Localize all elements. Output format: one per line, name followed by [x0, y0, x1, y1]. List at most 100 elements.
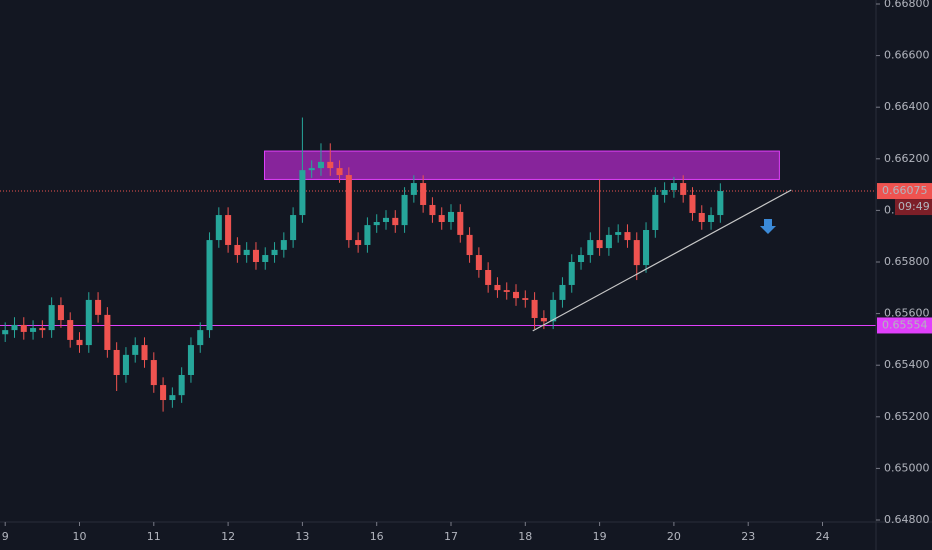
candle-body	[215, 215, 222, 241]
x-tick-label: 10	[73, 530, 87, 543]
candle-body	[67, 320, 74, 340]
candle-body	[512, 291, 520, 299]
candle-body	[187, 345, 194, 376]
candle-body	[429, 204, 436, 216]
candle-body	[141, 345, 148, 361]
candle-body	[457, 211, 464, 235]
y-tick-label: 0.65200	[884, 410, 930, 423]
candle-body	[494, 284, 501, 291]
candle-body	[466, 234, 473, 256]
candle-body	[503, 290, 510, 292]
candle-body	[382, 217, 390, 223]
candle-body	[643, 230, 650, 266]
y-tick-label: 0.65400	[884, 358, 930, 371]
candle-body	[624, 232, 631, 241]
candle-body	[661, 190, 668, 195]
support-price-label: 0.65554	[882, 318, 928, 331]
candle-body	[438, 215, 445, 223]
candle-body	[596, 240, 603, 249]
candle-body	[178, 375, 185, 396]
down-arrow-icon	[760, 219, 776, 234]
candle-body	[327, 161, 334, 169]
candle-body	[578, 255, 585, 262]
candle-body	[95, 299, 102, 315]
y-tick-label: 0.65600	[884, 307, 930, 320]
candle-body	[30, 328, 37, 332]
candle-body	[57, 305, 64, 321]
y-tick-label: 0.66400	[884, 100, 930, 113]
last-price-label: 0.66075	[882, 184, 928, 197]
x-tick-label: 24	[816, 530, 830, 543]
candle-body	[308, 168, 315, 171]
candle-body	[206, 240, 213, 331]
candle-body	[262, 255, 269, 262]
last-price-box	[877, 183, 932, 200]
candle-body	[392, 217, 399, 226]
trendline	[532, 189, 792, 332]
countdown-label: 09:49	[898, 200, 930, 213]
candle-body	[85, 299, 92, 346]
candle-body	[717, 191, 724, 216]
candle-body	[317, 161, 324, 169]
y-tick-label: 0.66600	[884, 49, 930, 62]
countdown-box	[895, 199, 932, 216]
candle-body	[355, 240, 362, 245]
candle-body	[280, 240, 287, 250]
candle-body	[234, 244, 241, 256]
x-tick-label: 12	[221, 530, 235, 543]
candle-body	[559, 284, 566, 300]
x-tick-label: 19	[593, 530, 607, 543]
candle-body	[587, 240, 594, 256]
candle-body	[345, 175, 352, 241]
candle-body	[104, 314, 111, 350]
candle-body	[568, 262, 575, 285]
candle-body	[290, 215, 297, 241]
y-tick-label: 0.64800	[884, 513, 930, 526]
candle-body	[550, 299, 557, 322]
candle-body	[20, 324, 27, 332]
plot-area	[0, 117, 876, 412]
candle-body	[39, 328, 46, 331]
candle-body	[122, 354, 129, 376]
candle-body	[698, 212, 705, 223]
candle-body	[670, 183, 677, 191]
candle-body	[225, 215, 232, 245]
candle-body	[113, 349, 120, 376]
x-tick-label: 17	[444, 530, 458, 543]
candle-body	[485, 269, 492, 285]
candle-body	[364, 225, 371, 245]
x-tick-label: 20	[667, 530, 681, 543]
candle-body	[410, 183, 417, 195]
candle-body	[243, 249, 250, 256]
candle-body	[299, 170, 306, 216]
candle-body	[160, 385, 167, 401]
candle-body	[2, 330, 9, 335]
candle-body	[401, 194, 408, 226]
candle-body	[680, 183, 687, 195]
candle-body	[708, 215, 715, 223]
x-tick-label: 23	[741, 530, 755, 543]
x-tick-label: 9	[2, 530, 9, 543]
candle-body	[132, 345, 139, 355]
candle-body	[522, 298, 529, 300]
candle-body	[605, 234, 612, 249]
candle-body	[652, 194, 659, 231]
candle-body	[633, 240, 640, 266]
x-tick-label: 13	[295, 530, 309, 543]
candle-body	[689, 194, 696, 213]
candle-body	[76, 339, 83, 346]
candle-body	[169, 395, 176, 401]
x-tick-label: 16	[370, 530, 384, 543]
candle-body	[475, 255, 482, 270]
resistance-zone	[264, 150, 780, 180]
candle-body	[252, 249, 259, 262]
support-price-box	[877, 317, 932, 334]
y-tick-label: 0.65000	[884, 461, 930, 474]
y-tick-label: 0.66200	[884, 152, 930, 165]
candle-body	[615, 232, 622, 235]
y-tick-label: 0.66800	[884, 0, 930, 10]
candle-body	[531, 299, 538, 318]
